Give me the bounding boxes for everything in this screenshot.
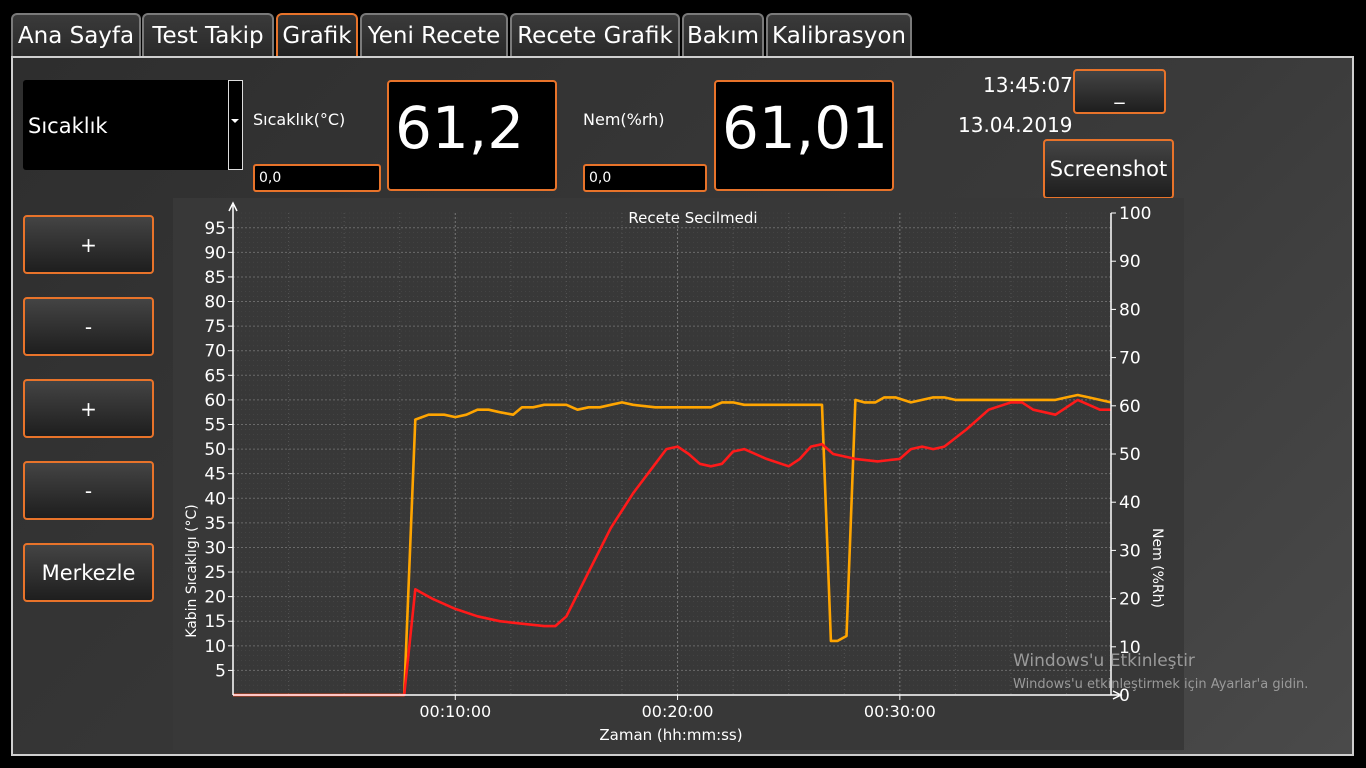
y-left-tick-label: 35 [204, 514, 226, 534]
tab-kalibrasyon[interactable]: Kalibrasyon [766, 13, 912, 56]
y-left-tick-label: 60 [204, 391, 226, 411]
clock-date: 13.04.2019 [958, 113, 1073, 137]
y-left-axis-label: Kabin Sıcaklıgı (°C) [184, 504, 200, 637]
y-left-tick-label: 10 [204, 637, 226, 657]
y-left-tick-label: 30 [204, 538, 226, 558]
temperature-series-line [233, 393, 1112, 697]
y-left-tick-label: 70 [204, 342, 226, 362]
chart-title: Recete Secilmedi [628, 209, 757, 227]
humidity-label: Nem(%rh) [583, 110, 665, 129]
x-tick-label: 00:10:00 [419, 702, 491, 721]
humidity-setpoint-input[interactable]: 0,0 [583, 164, 707, 192]
y-left-tick-label: 95 [204, 219, 226, 239]
humidity-display: 61,01 [714, 80, 894, 191]
humidity-value: 61,01 [722, 94, 889, 162]
temp-zoom-out-button[interactable]: - [23, 297, 154, 356]
y-left-tick-label: 50 [204, 440, 226, 460]
y-left-tick-label: 45 [204, 465, 226, 485]
y-left-tick-label: 55 [204, 415, 226, 435]
x-tick-label: 00:20:00 [642, 702, 714, 721]
tab-yeni-recete[interactable]: Yeni Recete [360, 13, 508, 56]
y-right-tick-label: 100 [1119, 204, 1151, 224]
y-left-tick-label: 25 [204, 563, 226, 583]
temp-zoom-in-button[interactable]: + [23, 215, 154, 274]
tab-grafik[interactable]: Grafik [276, 13, 358, 56]
y-left-tick-label: 85 [204, 268, 226, 288]
y-right-tick-label: 50 [1119, 445, 1141, 465]
y-left-tick-label: 20 [204, 588, 226, 608]
y-left-tick-label: 65 [204, 366, 226, 386]
activation-watermark-text: Windows'u etkinleştirmek için Ayarlar'a … [1013, 677, 1309, 692]
y-right-tick-label: 90 [1119, 252, 1141, 272]
y-left-tick-label: 5 [215, 661, 226, 681]
hum-zoom-in-button[interactable]: + [23, 379, 154, 438]
y-right-tick-label: 70 [1119, 349, 1141, 369]
x-tick-label: 00:30:00 [864, 702, 936, 721]
humidity-series-line [233, 398, 1111, 697]
y-right-axis-label: Nem (%Rh) [1149, 528, 1165, 608]
screenshot-button[interactable]: Screenshot [1043, 139, 1174, 199]
x-axis-arrow-icon [1112, 690, 1123, 700]
temperature-humidity-chart[interactable]: 5 10 15 20 25 30 35 40 45 50 55 60 65 70 75 80 85 90 95 0 10… [173, 198, 1184, 750]
x-axis-label: Zaman (hh:mm:ss) [599, 726, 742, 744]
y-right-tick-label: 60 [1119, 397, 1141, 417]
y-axis-arrow-icon [228, 201, 238, 212]
y-right-tick-label: 20 [1119, 590, 1141, 610]
chevron-down-icon [231, 119, 239, 123]
temperature-value: 61,2 [395, 94, 525, 162]
series-selector[interactable]: Sıcaklık [23, 80, 243, 170]
y-left-tick-label: 75 [204, 317, 226, 337]
activation-watermark-title: Windows'u Etkinleştir [1013, 651, 1195, 671]
y-left-tick-label: 40 [204, 489, 226, 509]
y-left-tick-label: 90 [204, 243, 226, 263]
tab-recete-grafik[interactable]: Recete Grafik [510, 13, 680, 56]
center-button[interactable]: Merkezle [23, 543, 154, 602]
tab-bakim[interactable]: Bakım [682, 13, 764, 56]
y-right-tick-label: 40 [1119, 493, 1141, 513]
y-right-tick-label: 80 [1119, 300, 1141, 320]
temperature-setpoint-input[interactable]: 0,0 [253, 164, 381, 192]
clock-time: 13:45:07 [983, 73, 1073, 97]
y-right-tick-label: 30 [1119, 541, 1141, 561]
y-right-tick-label: 10 [1119, 638, 1141, 658]
temperature-label: Sıcaklık(°C) [253, 110, 346, 129]
hum-zoom-out-button[interactable]: - [23, 461, 154, 520]
tab-ana-sayfa[interactable]: Ana Sayfa [11, 13, 141, 56]
y-left-tick-label: 80 [204, 293, 226, 313]
series-selector-value: Sıcaklık [28, 114, 108, 138]
y-right-tick-label: 0 [1119, 686, 1130, 706]
temperature-display: 61,2 [387, 80, 557, 191]
tab-test-takip[interactable]: Test Takip [142, 13, 274, 56]
y-left-tick-label: 15 [204, 612, 226, 632]
selector-dropdown-button[interactable] [228, 80, 243, 170]
minimize-button[interactable]: _ [1073, 69, 1166, 114]
